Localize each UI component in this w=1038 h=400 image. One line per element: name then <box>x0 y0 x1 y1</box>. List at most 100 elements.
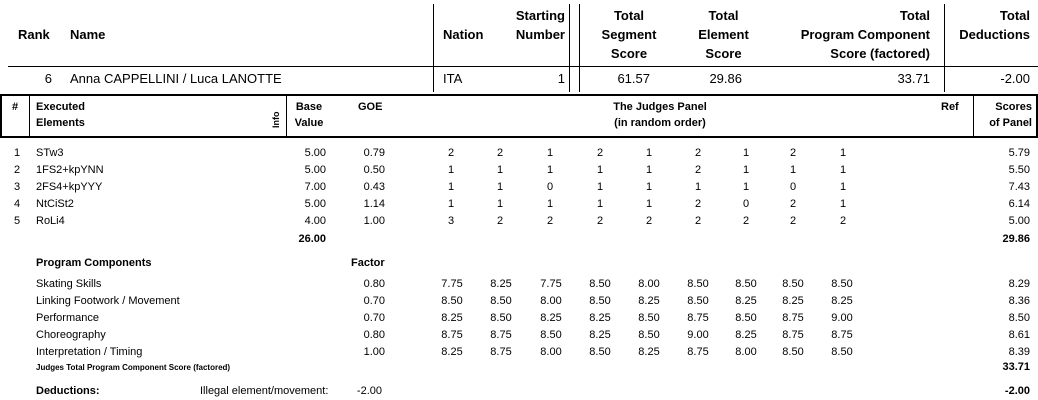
element-number: 4 <box>14 198 21 210</box>
element-base-value: 5.00 <box>304 164 326 176</box>
judge-score: 9.00 <box>831 312 853 324</box>
component-score: 8.36 <box>1008 295 1030 307</box>
judge-score: 0 <box>789 181 797 193</box>
component-name: Performance <box>36 312 99 324</box>
table-row: 2 1FS2+kpYNN 5.00 0.50 1 1 1 1 1 2 1 1 1 5.50 <box>0 164 1038 181</box>
judge-score: 2 <box>546 215 554 227</box>
judge-score: 9.00 <box>687 329 709 341</box>
element-goe: 0.79 <box>363 147 385 159</box>
judge-score: 2 <box>839 215 847 227</box>
judge-score: 1 <box>596 198 604 210</box>
element-base-value: 5.00 <box>304 198 326 210</box>
judge-score: 8.50 <box>589 346 611 358</box>
judge-score: 8.25 <box>735 329 757 341</box>
component-factor: 1.00 <box>363 346 385 358</box>
judge-score: 2 <box>596 215 604 227</box>
judge-score: 8.25 <box>589 312 611 324</box>
judge-score: 8.50 <box>782 346 804 358</box>
judge-score: 1 <box>742 147 750 159</box>
judge-score: 1 <box>839 147 847 159</box>
total-pcs-value: 33.71 <box>897 71 930 86</box>
judge-score: 8.25 <box>638 295 660 307</box>
component-factor: 0.70 <box>363 295 385 307</box>
element-goe: 0.43 <box>363 181 385 193</box>
judge-score: 2 <box>789 215 797 227</box>
table-row: 5 RoLi4 4.00 1.00 3 2 2 2 2 2 2 2 2 5.00 <box>0 215 1038 232</box>
judge-score: 7.75 <box>540 278 562 290</box>
component-name: Linking Footwork / Movement <box>36 295 180 307</box>
judge-score: 8.50 <box>589 278 611 290</box>
component-factor: 0.80 <box>363 329 385 341</box>
judge-score: 1 <box>839 181 847 193</box>
judge-score: 8.50 <box>490 295 512 307</box>
element-goe: 0.50 <box>363 164 385 176</box>
table-row: 1 STw3 5.00 0.79 2 2 1 2 1 2 1 2 1 5.79 <box>0 147 1038 164</box>
element-panel-score: 7.43 <box>1008 181 1030 193</box>
judge-score: 8.00 <box>735 346 757 358</box>
judge-score: 8.75 <box>490 346 512 358</box>
judge-score: 8.75 <box>687 312 709 324</box>
component-score: 8.29 <box>1008 278 1030 290</box>
element-name: RoLi4 <box>36 215 65 227</box>
judge-score: 1 <box>839 198 847 210</box>
judge-score: 8.50 <box>831 278 853 290</box>
judge-score: 8.75 <box>490 329 512 341</box>
program-components-title: Program Components <box>36 257 152 269</box>
judge-score: 1 <box>645 147 653 159</box>
judge-score: 8.25 <box>782 295 804 307</box>
judge-score: 1 <box>742 181 750 193</box>
judge-score: 8.25 <box>490 278 512 290</box>
judge-score: 1 <box>546 147 554 159</box>
header-rank: Rank <box>18 27 50 42</box>
judge-score: 1 <box>496 164 504 176</box>
judge-score: 8.00 <box>540 295 562 307</box>
judge-score: 2 <box>789 147 797 159</box>
element-panel-score: 5.00 <box>1008 215 1030 227</box>
deduction-item: Illegal element/movement: <box>200 385 329 397</box>
judge-score: 2 <box>694 164 702 176</box>
table-row: Choreography 0.80 8.75 8.75 8.50 8.25 8.50 9.00… <box>0 329 1038 346</box>
component-name: Choreography <box>36 329 106 341</box>
element-goe: 1.00 <box>363 215 385 227</box>
total-deductions-value: -2.00 <box>1000 71 1030 86</box>
judge-score: 1 <box>496 198 504 210</box>
judge-score: 0 <box>742 198 750 210</box>
judge-score: 7.75 <box>441 278 463 290</box>
element-base-value: 7.00 <box>304 181 326 193</box>
judge-score: 1 <box>839 164 847 176</box>
judge-score: 1 <box>447 164 455 176</box>
element-name: 1FS2+kpYNN <box>36 164 104 176</box>
header-executed-elements: Executed Elements <box>36 101 85 129</box>
judge-score: 1 <box>694 181 702 193</box>
judge-score: 8.25 <box>589 329 611 341</box>
table-row: Interpretation / Timing 1.00 8.25 8.75 8.00 8… <box>0 346 1038 363</box>
element-goe: 1.14 <box>363 198 385 210</box>
judge-score: 8.75 <box>687 346 709 358</box>
element-base-value: 5.00 <box>304 147 326 159</box>
judge-score: 3 <box>447 215 455 227</box>
judge-score: 8.25 <box>441 346 463 358</box>
total-element-value: 29.86 <box>709 71 742 86</box>
judge-score: 8.25 <box>540 312 562 324</box>
judge-score: 8.75 <box>782 329 804 341</box>
element-number: 5 <box>14 215 21 227</box>
judge-score: 1 <box>447 181 455 193</box>
header-base-value: Base Value <box>294 101 324 129</box>
table-row: 3 2FS4+kpYYY 7.00 0.43 1 1 0 1 1 1 1 0 1 7.43 <box>0 181 1038 198</box>
judge-score: 1 <box>645 181 653 193</box>
pcs-total-value: 33.71 <box>1002 361 1030 373</box>
header-info: Info <box>271 111 281 129</box>
nation-value: ITA <box>443 71 463 86</box>
total-segment-value: 61.57 <box>617 71 650 86</box>
component-score: 8.39 <box>1008 346 1030 358</box>
component-factor: 0.80 <box>363 278 385 290</box>
judge-score: 1 <box>596 181 604 193</box>
judge-score: 2 <box>496 147 504 159</box>
rank-value: 6 <box>44 71 52 86</box>
judge-score: 1 <box>645 198 653 210</box>
judge-score: 1 <box>447 198 455 210</box>
element-panel-score: 5.79 <box>1008 147 1030 159</box>
header-total-deductions: Total Deductions <box>959 8 1030 42</box>
judge-score: 2 <box>789 198 797 210</box>
header-judges-panel: The Judges Panel (in random order) <box>613 101 707 129</box>
